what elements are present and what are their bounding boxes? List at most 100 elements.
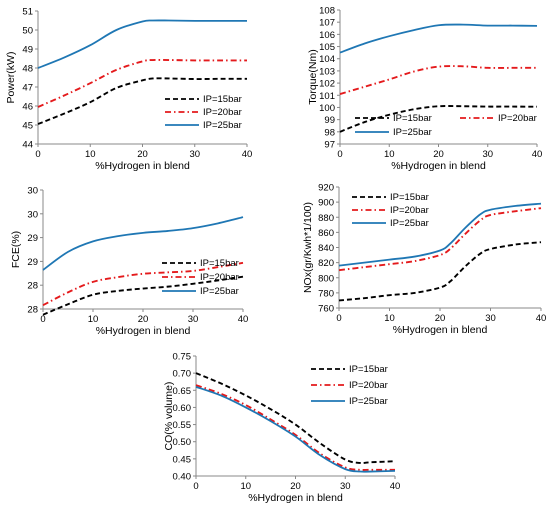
y-tick-label: 47 (22, 83, 33, 94)
x-tick-label: 30 (340, 481, 351, 492)
legend-label: IP=15bar (390, 192, 429, 203)
series-line-ip-20bar (195, 384, 395, 471)
y-tick-label: 51 (22, 7, 33, 18)
y-tick-label: 920 (318, 183, 334, 194)
x-tick-label: 20 (138, 314, 149, 325)
y-tick-label: 106 (319, 30, 335, 41)
y-tick-label: 860 (318, 228, 334, 239)
x-tick-label: 0 (193, 481, 198, 492)
series-line-ip-15bar (195, 372, 396, 465)
y-tick-label: 760 (318, 304, 334, 315)
series-line-ip-25bar (339, 23, 538, 54)
x-tick-label: 30 (485, 313, 496, 324)
legend-label: IP=25bar (393, 127, 432, 138)
legend-label: IP=25bar (203, 120, 242, 131)
y-tick-label: 107 (319, 18, 335, 29)
y-tick-label: 0.60 (173, 403, 192, 414)
x-tick-label: 30 (188, 314, 199, 325)
y-axis-label: FCE(%) (10, 231, 22, 268)
x-tick-label: 10 (240, 481, 251, 492)
y-tick-label: 45 (22, 121, 33, 132)
y-tick-label: 29 (27, 257, 38, 268)
x-axis-label: %Hydrogen in blend (248, 492, 343, 504)
series-line-ip-25bar (195, 386, 396, 473)
legend: IP=15bar IP=20bar IP=25bar (162, 258, 239, 297)
y-tick-label: 99 (324, 115, 335, 126)
series-line-ip-25bar (42, 216, 244, 271)
y-tick-label: 840 (318, 243, 334, 254)
legend-label: IP=15bar (200, 258, 239, 269)
y-tick-label: 48 (22, 64, 33, 75)
y-tick-label: 28 (27, 281, 38, 292)
series-line-ip-15bar (42, 275, 244, 316)
x-tick-label: 20 (435, 313, 446, 324)
x-tick-label: 0 (337, 149, 342, 160)
x-tick-label: 0 (336, 313, 341, 324)
x-tick-label: 40 (390, 481, 401, 492)
legend-label: IP=20bar (390, 205, 429, 216)
series-line-ip-15bar (339, 105, 538, 133)
y-tick-label: 103 (319, 66, 335, 77)
y-tick-label: 100 (319, 103, 335, 114)
x-tick-label: 10 (384, 149, 395, 160)
legend: IP=15bar IP=20bar IP=25bar (311, 364, 388, 407)
y-tick-label: 102 (319, 79, 335, 90)
legend: IP=15bar IP=20bar IP=25bar (355, 113, 537, 138)
y-tick-label: 0.75 (173, 352, 192, 363)
y-tick-label: 880 (318, 213, 334, 224)
y-tick-label: 98 (324, 127, 335, 138)
x-axis-label: %Hydrogen in blend (96, 325, 191, 337)
legend-label: IP=20bar (200, 272, 239, 283)
x-tick-label: 30 (189, 149, 200, 160)
y-tick-label: 30 (27, 186, 38, 197)
legend-label: IP=20bar (349, 380, 388, 391)
y-tick-label: 50 (22, 26, 33, 37)
x-tick-label: 40 (536, 313, 547, 324)
y-tick-label: 101 (319, 91, 335, 102)
x-tick-label: 20 (433, 149, 444, 160)
x-tick-label: 20 (137, 149, 148, 160)
y-tick-label: 49 (22, 45, 33, 56)
y-axis-label: NOx(gr/Kwh*1/100) (302, 202, 314, 293)
legend: IP=15bar IP=20bar IP=25bar (165, 94, 242, 131)
y-tick-label: 97 (324, 140, 335, 151)
series-line-ip-20bar (339, 65, 537, 95)
chart-1: 0 10 20 30 40 44 45 46 47 48 49 50 51 %Hydrogen in bl… (5, 7, 252, 173)
y-axis-label: Torque(Nm) (307, 49, 319, 104)
y-tick-label: 0.65 (173, 386, 192, 397)
y-tick-label: 104 (319, 54, 335, 65)
series-line-ip-25bar (37, 19, 247, 69)
legend-label: IP=25bar (390, 218, 429, 229)
series-line-ip-20bar (42, 261, 244, 307)
y-tick-label: 30 (27, 209, 38, 220)
y-axis-label: Power(kW) (5, 52, 17, 104)
chart-5: 0 10 20 30 40 0.40 0.45 0.50 0.55 0.60 0.65 0.70 0.7… (163, 352, 400, 505)
y-tick-label: 44 (22, 140, 33, 151)
legend-label: IP=25bar (349, 396, 388, 407)
x-axis-label: %Hydrogen in blend (391, 160, 486, 172)
series-line-ip-15bar (37, 77, 248, 125)
x-tick-label: 40 (242, 149, 253, 160)
legend-label: IP=15bar (203, 94, 242, 105)
legend-label: IP=20bar (498, 113, 537, 124)
x-tick-label: 10 (88, 314, 99, 325)
y-tick-label: 46 (22, 102, 33, 113)
y-tick-label: 900 (318, 198, 334, 209)
series-line-ip-20bar (37, 58, 247, 108)
x-tick-label: 40 (532, 149, 543, 160)
y-tick-label: 780 (318, 288, 334, 299)
x-tick-label: 0 (40, 314, 45, 325)
y-tick-label: 0.55 (173, 420, 192, 431)
series-line-ip-25bar (338, 202, 542, 267)
y-tick-label: 105 (319, 42, 335, 53)
legend-label: IP=20bar (203, 107, 242, 118)
x-tick-label: 10 (384, 313, 395, 324)
x-tick-label: 40 (238, 314, 249, 325)
y-axis-label: CO(% volume) (163, 382, 175, 451)
x-tick-label: 20 (290, 481, 301, 492)
chart-4: 0 10 20 30 40 760 780 800 820 840 860 880 900 920 %Hyd… (302, 183, 546, 337)
series-line-ip-15bar (338, 241, 542, 302)
x-axis-label: %Hydrogen in blend (393, 324, 488, 336)
